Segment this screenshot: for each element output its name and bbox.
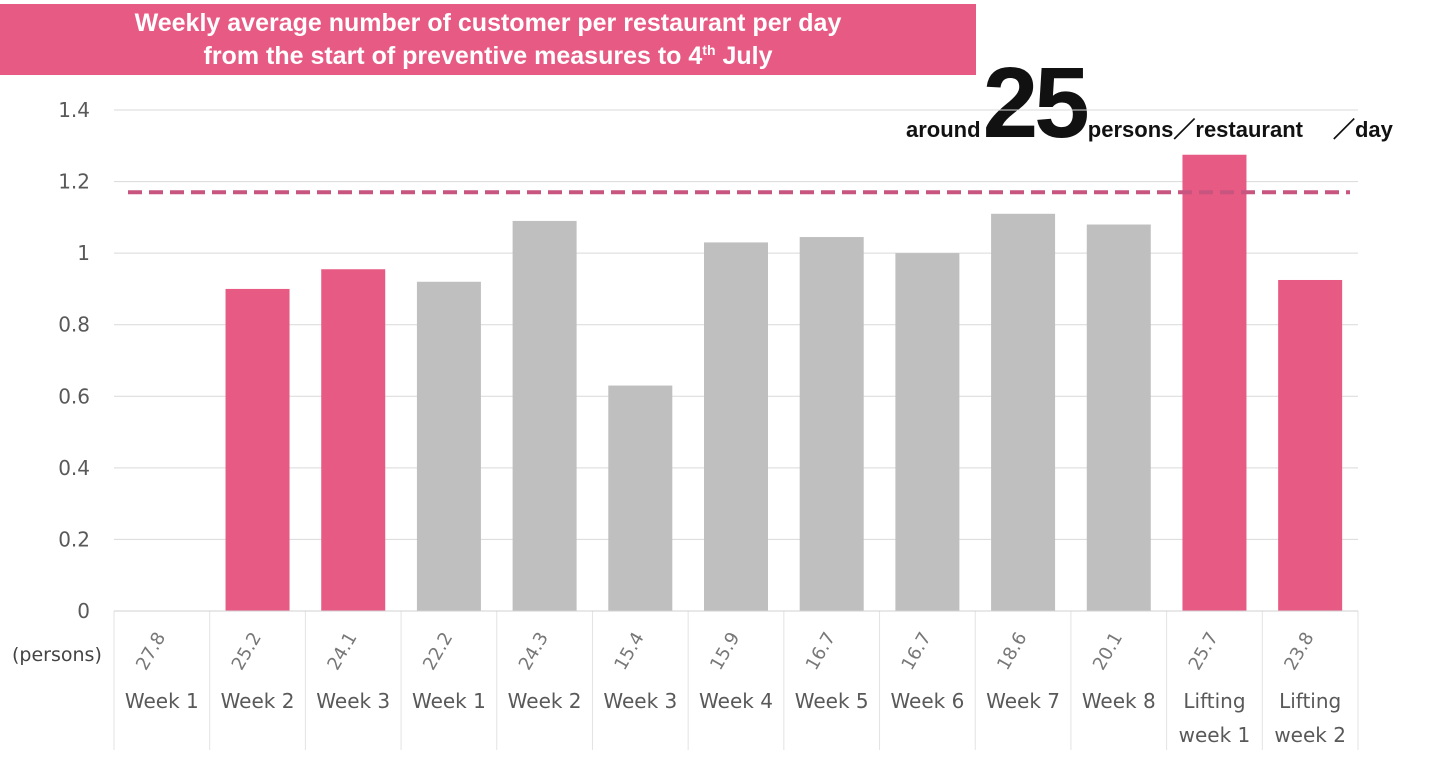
x-tick-label: week 2 <box>1274 723 1346 747</box>
x-tick-label: Week 3 <box>316 689 390 713</box>
y-tick-label: 1.2 <box>58 170 90 194</box>
y-tick-label: 0.6 <box>58 384 90 408</box>
x-tick-label: Lifting <box>1279 689 1341 713</box>
persons-value: 15.4 <box>610 629 648 674</box>
y-tick-label: 0 <box>77 599 90 623</box>
persons-value: 25.2 <box>228 629 266 674</box>
persons-value: 15.9 <box>706 629 744 674</box>
persons-value: 22.2 <box>419 629 457 674</box>
bar <box>1086 224 1151 611</box>
persons-value: 25.7 <box>1185 629 1223 674</box>
bar <box>895 253 960 611</box>
persons-value: 24.3 <box>515 629 553 674</box>
x-tick-label: Week 3 <box>603 689 677 713</box>
callout-number: 25 <box>982 47 1090 159</box>
callout-persons-restaurant: persons／restaurant <box>1087 117 1303 142</box>
persons-value: 27.8 <box>132 629 170 674</box>
x-tick-label: Week 5 <box>795 689 869 713</box>
bar <box>321 269 386 611</box>
x-tick-label: Week 2 <box>508 689 582 713</box>
callout-prefix: around <box>906 117 981 142</box>
chart-title-line2-prefix: from the start of preventive measures to… <box>203 42 703 70</box>
average-callout: around25persons／restaurant ／day <box>906 53 1393 153</box>
y-tick-label: 1 <box>77 241 90 265</box>
x-tick-label: week 1 <box>1179 723 1251 747</box>
bar <box>799 237 864 611</box>
persons-value: 16.7 <box>898 629 936 674</box>
persons-value: 16.7 <box>802 629 840 674</box>
bar <box>608 385 673 611</box>
bar <box>1278 279 1343 611</box>
bar <box>225 288 290 611</box>
bar <box>1182 154 1247 611</box>
bar <box>704 242 768 611</box>
y-tick-label: 0.4 <box>58 456 90 480</box>
chart-title-line1: Weekly average number of customer per re… <box>134 9 842 37</box>
x-tick-label: Lifting <box>1183 689 1245 713</box>
x-tick-label: Week 1 <box>412 689 486 713</box>
persons-value: 24.1 <box>323 629 361 674</box>
persons-value: 18.6 <box>993 629 1031 674</box>
x-tick-label: Week 6 <box>890 689 964 713</box>
bar <box>512 220 577 611</box>
y-tick-label: 1.4 <box>58 98 90 122</box>
x-tick-label: Week 1 <box>125 689 199 713</box>
chart-title-banner: Weekly average number of customer per re… <box>0 4 976 75</box>
callout-day: ／day <box>1332 117 1393 142</box>
chart-title-line2-suffix: July <box>715 42 773 70</box>
bar <box>416 281 481 611</box>
x-tick-label: Week 4 <box>699 689 773 713</box>
persons-value: 23.8 <box>1280 629 1318 674</box>
x-tick-label: Week 2 <box>221 689 295 713</box>
x-tick-label: Week 8 <box>1082 689 1156 713</box>
persons-row-label: (persons) <box>12 644 102 666</box>
chart-title-line2-sup: th <box>702 42 716 58</box>
bar <box>991 213 1056 611</box>
chart-title-line2: from the start of preventive measures to… <box>0 40 976 73</box>
y-tick-label: 0.2 <box>58 527 90 551</box>
x-tick-label: Week 7 <box>986 689 1060 713</box>
persons-value: 20.1 <box>1089 629 1127 674</box>
y-tick-label: 0.8 <box>58 313 90 337</box>
